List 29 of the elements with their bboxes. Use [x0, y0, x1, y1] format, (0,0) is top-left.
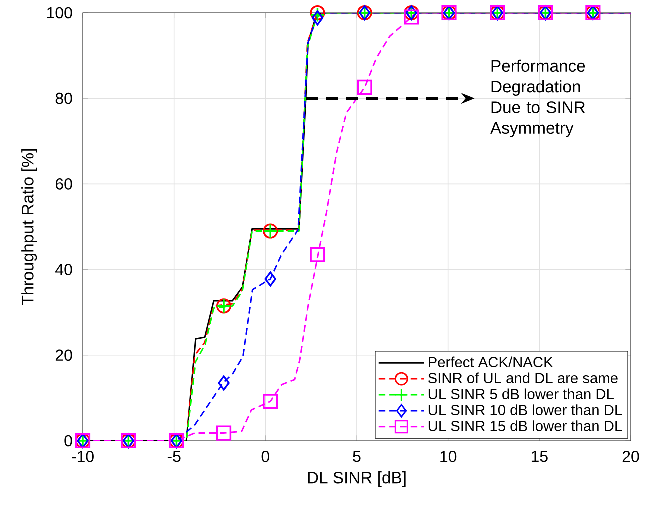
- x-axis-title: DL SINR [dB]: [308, 472, 406, 488]
- y-tick-label: 60: [56, 178, 72, 190]
- legend-label: Perfect ACK/NACK: [429, 356, 554, 368]
- legend-label: UL SINR 10 dB lower than DL: [428, 404, 622, 416]
- point: [263, 394, 278, 410]
- point: [357, 80, 372, 96]
- y-tick-label: 40: [56, 264, 72, 276]
- x-tick-label: 15: [532, 451, 548, 462]
- x-tick-label: -5: [168, 451, 181, 462]
- point: [312, 10, 324, 26]
- point: [218, 376, 230, 391]
- x-tick-label: 5: [353, 451, 361, 462]
- y-tick-label: 100: [47, 7, 72, 19]
- point: [216, 426, 232, 441]
- point: [310, 247, 326, 262]
- x-tick-label: 20: [622, 451, 640, 462]
- x-tick-label: -10: [72, 451, 94, 462]
- legend-label: UL SINR 5 dB lower than DL: [428, 388, 614, 400]
- y-axis-title: Throughput Ratio [%]: [22, 149, 38, 306]
- legend-label: SINR of UL and DL are same: [428, 372, 618, 384]
- y-tick-label: 0: [64, 435, 72, 447]
- y-tick-label: 80: [56, 92, 72, 104]
- point: [404, 10, 420, 25]
- x-tick-label: 10: [440, 451, 457, 462]
- x-tick-label: 0: [262, 451, 270, 462]
- annotation: Performance Degradation Due to SINR Asymmetry: [490, 60, 586, 138]
- legend-label: UL SINR 15 dB lower than DL: [428, 420, 622, 432]
- y-tick-label: 20: [56, 350, 72, 362]
- point: [264, 272, 276, 287]
